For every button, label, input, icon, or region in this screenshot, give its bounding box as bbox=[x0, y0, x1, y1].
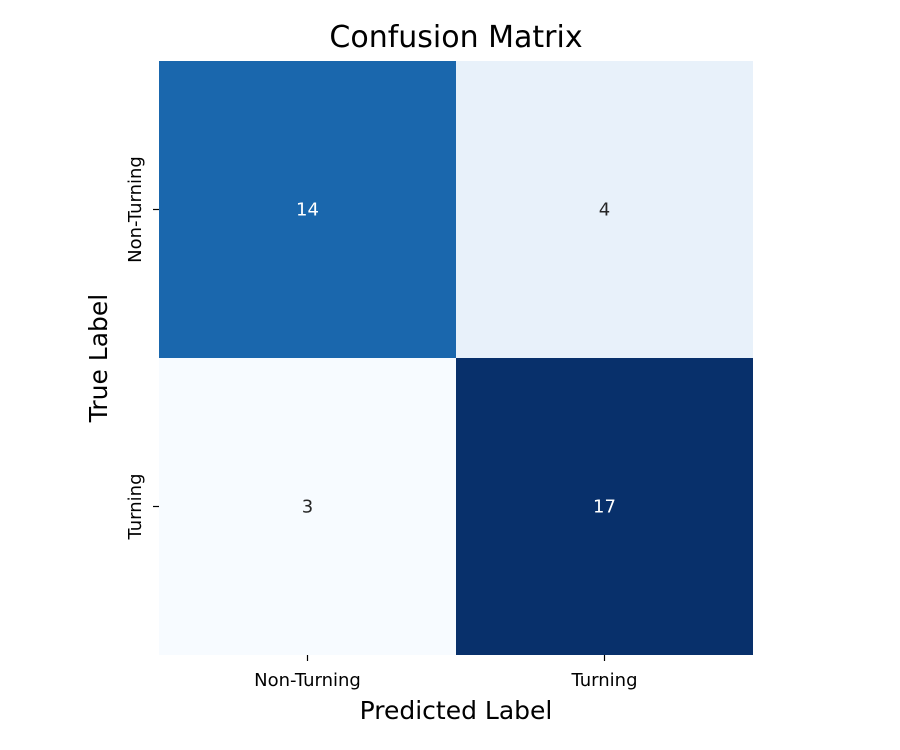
x-axis-label: Predicted Label bbox=[360, 696, 553, 725]
heatmap-cells: 14 4 3 17 bbox=[159, 61, 753, 655]
x-tick-label-0: Non-Turning bbox=[254, 670, 361, 691]
cell-value-label-1-0: 3 bbox=[302, 497, 313, 518]
cell-value-label-1-1: 17 bbox=[593, 497, 616, 518]
y-tick-label-0: Non-Turning bbox=[125, 156, 146, 263]
x-tick-label-1: Turning bbox=[571, 670, 638, 691]
heatmap-cell-0-0 bbox=[159, 61, 456, 358]
y-axis-label: True Label bbox=[84, 294, 113, 424]
cell-value-label-0-1: 4 bbox=[599, 200, 610, 221]
heatmap-cell-1-1 bbox=[456, 358, 753, 655]
heatmap-cell-1-0 bbox=[159, 358, 456, 655]
heatmap-cell-0-1 bbox=[456, 61, 753, 358]
y-tick-label-1: Turning bbox=[125, 474, 146, 541]
chart-title: Confusion Matrix bbox=[329, 20, 582, 55]
axis-ticks: Non-Turning Turning Non-Turning Turning bbox=[125, 156, 638, 691]
cell-value-label-0-0: 14 bbox=[296, 200, 319, 221]
